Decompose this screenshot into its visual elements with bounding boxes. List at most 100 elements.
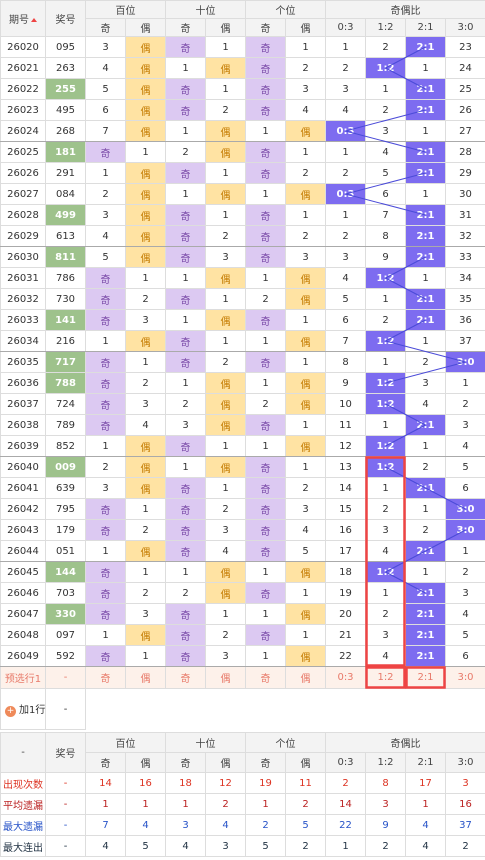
- stat-value: 1: [125, 793, 166, 815]
- number: 216: [45, 330, 86, 352]
- number: 717: [45, 351, 86, 373]
- cell: 2:1: [405, 288, 446, 310]
- cell: 奇: [85, 414, 126, 436]
- cell: 1: [405, 498, 446, 520]
- add-value: -: [45, 688, 86, 730]
- cell: 偶: [125, 57, 166, 79]
- issue: 26032: [0, 288, 46, 310]
- sub-header: 奇: [85, 18, 126, 37]
- cell: 2: [365, 498, 406, 520]
- cell: 1: [205, 435, 246, 457]
- cell: 2: [165, 582, 206, 604]
- cell: 奇: [85, 288, 126, 310]
- cell: 奇: [85, 309, 126, 331]
- cell: 奇: [85, 519, 126, 541]
- cell: 3: [125, 603, 166, 625]
- cell: 奇: [85, 372, 126, 394]
- stat-value: 2: [285, 793, 326, 815]
- stat-label: 平均遗漏: [0, 793, 46, 815]
- cell: 15: [325, 498, 366, 520]
- issue: 26037: [0, 393, 46, 415]
- cell: 奇: [245, 477, 286, 499]
- cell: 1: [445, 372, 485, 394]
- issue: 26034: [0, 330, 46, 352]
- number: 703: [45, 582, 86, 604]
- cell: 3: [85, 477, 126, 499]
- cell: 奇: [85, 351, 126, 373]
- sub-header: 1:2: [365, 18, 406, 37]
- sub-header: 1:2: [365, 752, 406, 773]
- cell: 9: [365, 246, 406, 268]
- cell: 2: [205, 624, 246, 646]
- cell: 5: [325, 288, 366, 310]
- cell: 0:3: [325, 183, 366, 205]
- cell: 1: [205, 330, 246, 352]
- cell: 2: [285, 225, 326, 247]
- number: 051: [45, 540, 86, 562]
- header-text: 期号: [9, 15, 29, 26]
- sub-header: 2:1: [405, 752, 446, 773]
- cell: 偶: [205, 141, 246, 163]
- stat-value: 5: [245, 835, 286, 857]
- issue: 26035: [0, 351, 46, 373]
- number: 789: [45, 414, 86, 436]
- cell: 奇: [165, 351, 206, 373]
- cell: 偶: [285, 330, 326, 352]
- cell: 17: [325, 540, 366, 562]
- stat-value: 3: [365, 793, 406, 815]
- cell: 1: [125, 141, 166, 163]
- cell: 2: [325, 225, 366, 247]
- cell: 偶: [285, 183, 326, 205]
- cell: 奇: [165, 477, 206, 499]
- cell: 1: [205, 288, 246, 310]
- cell: 偶: [285, 561, 326, 583]
- cell: 1: [125, 267, 166, 289]
- cell: 奇: [165, 246, 206, 268]
- cell: 奇: [245, 498, 286, 520]
- header-cell: -: [0, 732, 46, 773]
- cell: 偶: [285, 372, 326, 394]
- cell: 奇: [245, 246, 286, 268]
- cell: 奇: [165, 225, 206, 247]
- data-row: 26038 789 奇 4 3 偶奇 1 11 1 2:1 3: [0, 414, 485, 436]
- stat-value: 2: [365, 835, 406, 857]
- cell: 1: [405, 435, 446, 457]
- cell: 7: [85, 120, 126, 142]
- data-row: 26021 263 4 偶 1 偶奇 2 2 1:2 1 24: [0, 57, 485, 79]
- issue: 26042: [0, 498, 46, 520]
- cell: 奇: [165, 435, 206, 457]
- cell: 奇: [245, 351, 286, 373]
- issue: 26041: [0, 477, 46, 499]
- stat-value: 3: [445, 772, 485, 794]
- cell: 1: [285, 351, 326, 373]
- issue: 26028: [0, 204, 46, 226]
- cell: 奇: [85, 498, 126, 520]
- add-button[interactable]: + 加1行: [0, 688, 46, 730]
- cell: 1: [165, 57, 206, 79]
- issue: 26048: [0, 624, 46, 646]
- stat-value: 16: [125, 772, 166, 794]
- issue: 26036: [0, 372, 46, 394]
- data-row: 26049 592 奇 1 奇 3 1 偶 22 4 2:1 6: [0, 645, 485, 667]
- cell: 2: [365, 603, 406, 625]
- cell: 奇: [245, 141, 286, 163]
- cell: 偶: [205, 120, 246, 142]
- cell: 31: [445, 204, 485, 226]
- data-row: 26048 097 1 偶奇 2 奇 1 21 3 2:1 5: [0, 624, 485, 646]
- stat-label: 最大连出: [0, 835, 46, 857]
- number: 724: [45, 393, 86, 415]
- stat-value: 2: [285, 835, 326, 857]
- group-header: 个位: [245, 0, 326, 19]
- cell: 奇: [165, 498, 206, 520]
- cell: 1: [365, 351, 406, 373]
- cell: 1: [85, 435, 126, 457]
- cell: 2:1: [405, 540, 446, 562]
- cell: 1:2: [365, 57, 406, 79]
- sub-header: 偶: [205, 18, 246, 37]
- cell: 3:0: [445, 519, 485, 541]
- group-header: 奇偶比: [325, 732, 485, 753]
- stat-value: 2: [205, 793, 246, 815]
- cell: 2:1: [405, 414, 446, 436]
- cell: 奇: [165, 540, 206, 562]
